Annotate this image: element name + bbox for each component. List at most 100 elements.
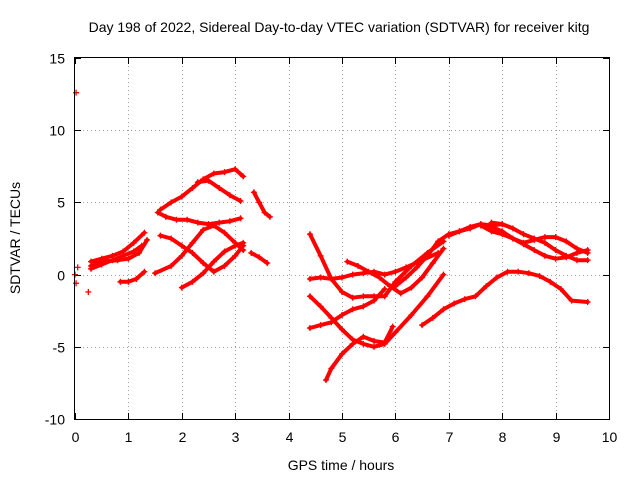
data-point — [456, 228, 463, 235]
data-point — [483, 283, 490, 290]
data-point — [232, 252, 239, 259]
series-trace — [308, 272, 446, 349]
data-point — [133, 275, 140, 282]
series-arc-7 — [194, 177, 244, 204]
data-point — [525, 270, 532, 277]
data-point — [85, 288, 92, 295]
x-tick-label: 10 — [602, 429, 618, 445]
x-tick-label: 5 — [339, 429, 347, 445]
data-point — [194, 179, 201, 186]
series-trace — [251, 190, 272, 219]
data-point — [317, 322, 324, 329]
data-point — [136, 249, 143, 256]
data-point — [73, 280, 80, 287]
series-arc-10 — [178, 239, 247, 291]
data-point — [210, 222, 217, 229]
data-point — [360, 333, 367, 340]
data-point — [413, 264, 420, 271]
data-point — [488, 228, 495, 235]
series-arc-11 — [250, 189, 273, 220]
data-point — [531, 235, 538, 242]
data-point — [360, 340, 367, 347]
data-point — [210, 268, 217, 275]
data-point — [424, 252, 431, 259]
data-point — [563, 252, 570, 259]
data-point — [365, 268, 372, 275]
data-point — [210, 258, 217, 265]
data-point — [261, 209, 268, 216]
data-point — [189, 278, 196, 285]
data-point — [130, 239, 137, 246]
data-point — [445, 232, 452, 239]
data-point — [424, 293, 431, 300]
series-arc-8 — [157, 232, 247, 275]
data-point — [360, 293, 367, 300]
data-point — [144, 236, 151, 243]
data-point — [493, 274, 500, 281]
data-point — [88, 262, 95, 269]
data-point — [360, 303, 367, 310]
series-arc-2 — [88, 242, 145, 272]
data-point — [216, 184, 223, 191]
data-point — [221, 229, 228, 236]
data-point — [552, 234, 559, 241]
data-point — [210, 170, 217, 177]
data-point — [194, 219, 201, 226]
series-trace — [420, 269, 590, 328]
x-tick-label: 0 — [72, 429, 80, 445]
data-point — [557, 286, 564, 293]
data-point — [240, 173, 247, 180]
data-point — [114, 257, 121, 264]
data-point — [584, 299, 591, 306]
data-point — [389, 323, 396, 330]
data-point — [541, 239, 548, 246]
data-point — [403, 264, 410, 271]
x-tick-label: 2 — [179, 429, 187, 445]
data-point — [541, 234, 548, 241]
data-point — [232, 242, 239, 249]
data-point — [371, 338, 378, 345]
series-arc-21 — [445, 221, 591, 256]
data-point — [573, 249, 580, 256]
data-point — [200, 270, 207, 277]
data-point — [339, 288, 345, 295]
data-point — [200, 226, 207, 233]
data-point — [221, 262, 228, 269]
series-arc-20 — [419, 268, 591, 329]
data-point — [408, 284, 415, 291]
data-point — [349, 306, 356, 313]
data-point — [547, 278, 554, 285]
tick-labels: 0 1 2 3 4 5 6 7 8 9 10 -10 -5 0 5 10 15 — [45, 51, 618, 446]
data-point — [349, 340, 356, 347]
data-point — [141, 229, 148, 236]
data-point — [573, 257, 580, 264]
series-arc-15 — [306, 271, 447, 350]
data-point — [248, 249, 255, 256]
data-point — [216, 219, 223, 226]
data-point — [168, 199, 175, 206]
data-point — [178, 242, 185, 249]
series-trace — [158, 167, 246, 212]
data-point — [541, 252, 548, 259]
data-point — [397, 290, 404, 297]
data-point — [419, 322, 426, 329]
data-point — [339, 351, 345, 358]
data-point — [440, 245, 447, 252]
data-point — [328, 365, 335, 372]
data-point — [317, 303, 324, 310]
data-point — [488, 219, 495, 226]
data-point — [189, 249, 196, 256]
y-tick-label: -5 — [53, 340, 66, 356]
series-arc-3 — [88, 236, 151, 269]
data-point — [266, 213, 273, 220]
data-point — [499, 221, 506, 228]
data-point — [240, 239, 247, 246]
series-arc-4 — [117, 268, 148, 285]
data-point — [376, 274, 383, 281]
data-point — [349, 294, 356, 301]
data-point — [429, 314, 436, 321]
data-point — [440, 271, 447, 278]
y-tick-label: -10 — [45, 412, 65, 428]
